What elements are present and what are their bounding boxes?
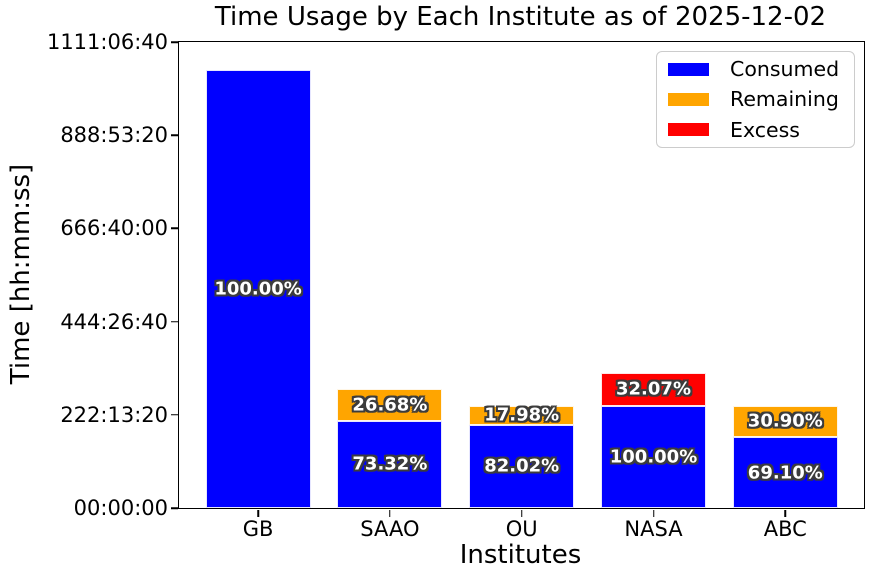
y-tick-label: 666:40:00 — [60, 216, 168, 241]
y-axis-label: Time [hh:mm:ss] — [6, 163, 36, 385]
x-tick-label: GB — [242, 517, 274, 541]
x-tick-label: NASA — [624, 517, 683, 541]
x-tick-mark — [652, 509, 655, 517]
x-tick-mark — [389, 509, 391, 517]
bar-percent-label: 30.90% — [747, 410, 823, 432]
legend-item-remaining: Remaining — [657, 87, 854, 111]
bar-segment-consumed — [205, 70, 311, 508]
y-tick-mark — [170, 414, 178, 416]
y-tick-mark — [170, 507, 178, 509]
y-tick-mark — [170, 41, 178, 43]
bar-percent-label: 26.68% — [352, 394, 428, 416]
bar-segment-remaining — [337, 388, 443, 421]
remaining-color-swatch — [668, 92, 709, 106]
y-tick-label: 888:53:20 — [60, 123, 168, 148]
y-tick-label: 1111:06:40 — [46, 30, 168, 54]
consumed-color-swatch — [668, 62, 709, 76]
x-tick-label: ABC — [763, 517, 807, 541]
bar-percent-label: 100.00% — [609, 446, 698, 468]
legend-item-excess: Excess — [657, 118, 854, 142]
y-tick-mark — [170, 227, 178, 230]
legend-item-consumed: Consumed — [657, 57, 854, 81]
bar-segment-consumed — [601, 405, 706, 508]
x-tick-label: OU — [505, 517, 538, 541]
bar-percent-label: 69.10% — [747, 462, 823, 484]
bar-segment-remaining — [469, 406, 575, 425]
y-tick-label: 222:13:20 — [60, 402, 168, 427]
legend-label: Excess — [730, 117, 800, 142]
bar-segment-consumed — [337, 420, 443, 508]
bar-percent-label: 32.07% — [616, 378, 691, 400]
x-axis-label: Institutes — [459, 540, 582, 570]
bar-percent-label: 73.32% — [352, 453, 428, 475]
legend-label: Remaining — [730, 87, 839, 112]
x-tick-mark — [784, 509, 787, 517]
y-tick-label: 00:00:00 — [73, 496, 168, 520]
legend-label: Consumed — [730, 57, 840, 82]
y-tick-mark — [170, 134, 178, 136]
bar-percent-label: 17.98% — [484, 404, 560, 426]
x-tick-mark — [257, 509, 259, 517]
x-tick-mark — [520, 509, 523, 517]
y-tick-label: 444:26:40 — [60, 309, 168, 334]
y-tick-mark — [170, 320, 178, 323]
bar-segment-consumed — [469, 424, 575, 508]
bar-percent-label: 82.02% — [484, 455, 560, 477]
bar-percent-label: 100.00% — [214, 278, 302, 300]
plot-area: 00:00:00 222:13:20 444:26:40 666:40:00 888:5… — [47, 30, 865, 541]
legend: Consumed Remaining Excess — [656, 51, 855, 148]
excess-color-swatch — [668, 123, 709, 137]
bar-segment-excess — [601, 372, 706, 406]
x-tick-label: SAAO — [360, 517, 420, 541]
bar-segment-remaining — [732, 405, 838, 438]
chart-title: Time Usage by Each Institute as of 2025-… — [214, 2, 827, 32]
bar-segment-consumed — [732, 437, 838, 508]
